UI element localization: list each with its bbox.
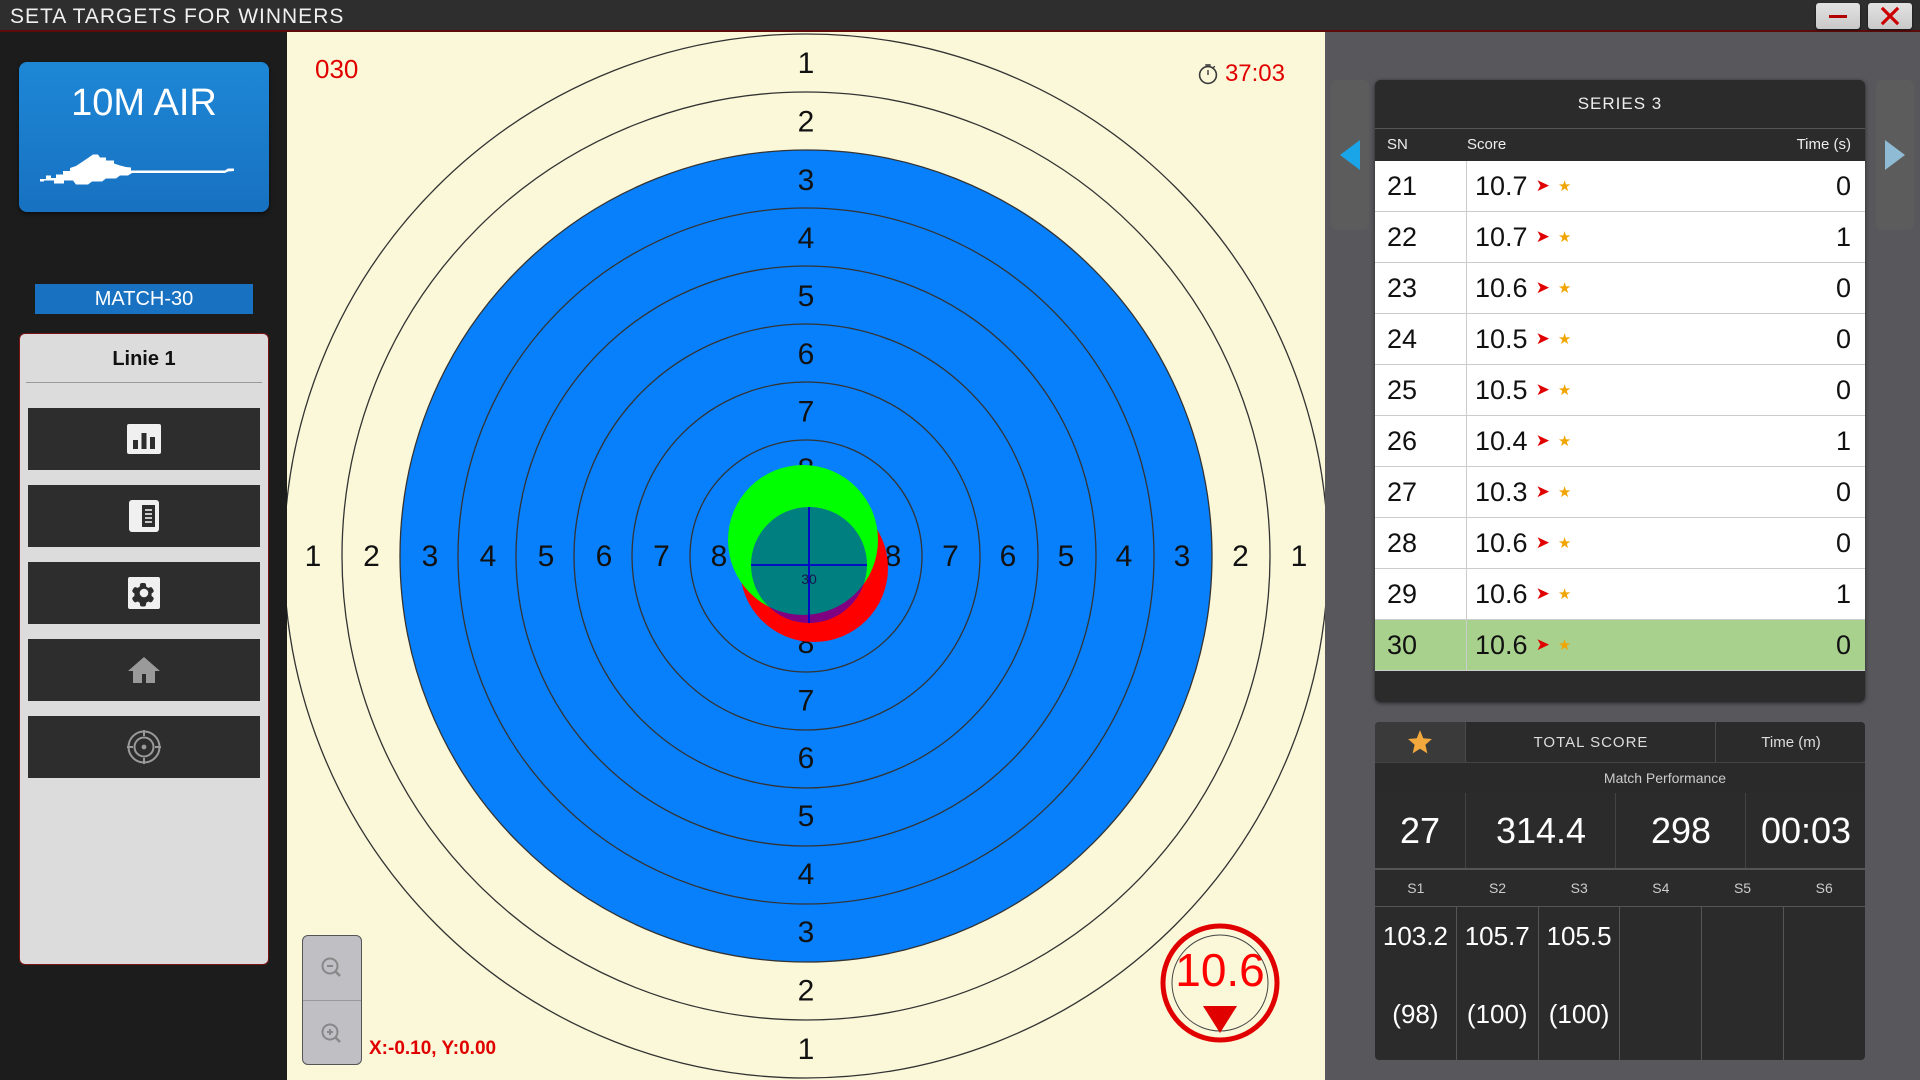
svg-text:4: 4 xyxy=(798,222,815,255)
svg-text:5: 5 xyxy=(538,540,555,573)
svg-text:2: 2 xyxy=(363,540,380,573)
svg-text:3: 3 xyxy=(798,916,815,949)
svg-text:7: 7 xyxy=(798,396,815,429)
svg-text:3: 3 xyxy=(798,164,815,197)
svg-text:30: 30 xyxy=(801,571,817,587)
svg-text:6: 6 xyxy=(798,338,815,371)
svg-text:5: 5 xyxy=(798,280,815,313)
svg-text:7: 7 xyxy=(653,540,670,573)
svg-text:3: 3 xyxy=(422,540,439,573)
svg-text:1: 1 xyxy=(1291,540,1308,573)
svg-text:3: 3 xyxy=(1174,540,1191,573)
svg-text:5: 5 xyxy=(1058,540,1075,573)
svg-text:1: 1 xyxy=(305,540,322,573)
svg-text:1: 1 xyxy=(798,47,815,80)
svg-text:1: 1 xyxy=(798,1033,815,1066)
svg-text:6: 6 xyxy=(1000,540,1017,573)
svg-text:4: 4 xyxy=(480,540,497,573)
svg-text:4: 4 xyxy=(1116,540,1133,573)
svg-text:5: 5 xyxy=(798,800,815,833)
svg-text:2: 2 xyxy=(1232,540,1249,573)
svg-text:2: 2 xyxy=(798,106,815,139)
svg-text:2: 2 xyxy=(798,975,815,1008)
svg-text:7: 7 xyxy=(942,540,959,573)
svg-text:6: 6 xyxy=(798,742,815,775)
svg-text:4: 4 xyxy=(798,858,815,891)
svg-text:6: 6 xyxy=(596,540,613,573)
svg-text:8: 8 xyxy=(711,540,728,573)
svg-text:7: 7 xyxy=(798,685,815,718)
